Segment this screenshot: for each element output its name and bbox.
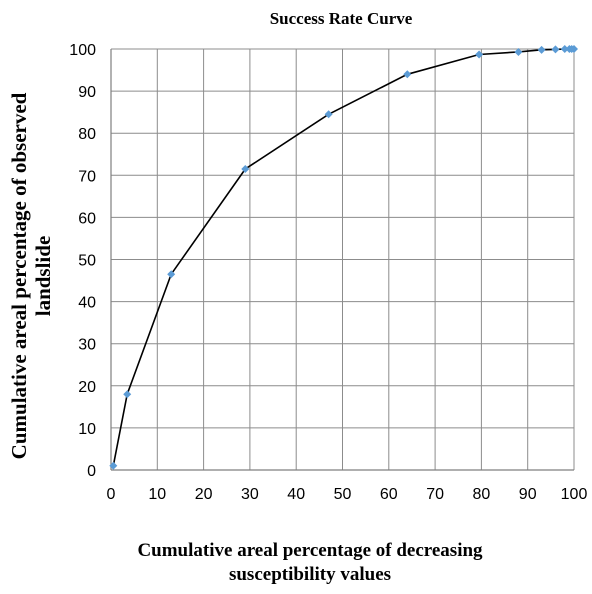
grid [110,48,575,471]
y-tick-label: 60 [78,210,96,227]
x-tick-label: 100 [561,486,588,503]
data-point [109,461,118,470]
y-tick-label: 30 [78,337,96,354]
data-point [570,45,578,53]
x-tick-label: 60 [380,486,398,503]
x-tick-label: 40 [287,486,305,503]
y-axis-label-line-1: Cumulative areal percentage of observed [7,92,31,459]
y-tick-label: 40 [78,295,96,312]
data-point [560,45,569,53]
y-axis-label-line-2: landslide [31,236,55,317]
y-tick-label: 0 [87,463,96,480]
y-tick-label: 20 [78,379,96,396]
x-tick-label: 20 [195,486,213,503]
data-point [537,45,546,54]
y-tick-label: 100 [69,42,96,59]
y-tick-label: 50 [78,253,96,270]
x-tick-label: 30 [241,486,259,503]
x-tick-label: 80 [473,486,491,503]
x-axis-label-line-1: Cumulative areal percentage of decreasin… [137,540,483,561]
y-tick-label: 70 [78,168,96,185]
data-point [167,270,176,279]
x-tick-label: 50 [334,486,352,503]
data-point [551,45,560,54]
x-axis-label-line-2: susceptibility values [229,564,391,585]
y-tick-label: 90 [78,84,96,101]
x-tick-label: 0 [107,486,116,503]
data-point [324,110,333,119]
data-point [241,164,250,173]
y-axis-ticks: 0 10 20 30 40 50 60 70 80 90 100 [69,42,96,480]
y-tick-label: 80 [78,126,96,143]
data-point [123,390,132,399]
series-line [112,48,574,466]
x-tick-label: 90 [519,486,537,503]
data-point [403,70,412,79]
x-tick-label: 70 [426,486,444,503]
data-point [475,50,484,59]
y-tick-label: 10 [78,421,96,438]
x-axis-ticks: 0 10 20 30 40 50 60 70 80 90 100 [107,486,588,503]
y-axis-label: Cumulative areal percentage of observed … [7,92,55,459]
series [109,45,578,470]
data-point [514,47,523,56]
x-tick-label: 10 [148,486,166,503]
chart-title: Success Rate Curve [270,9,413,28]
